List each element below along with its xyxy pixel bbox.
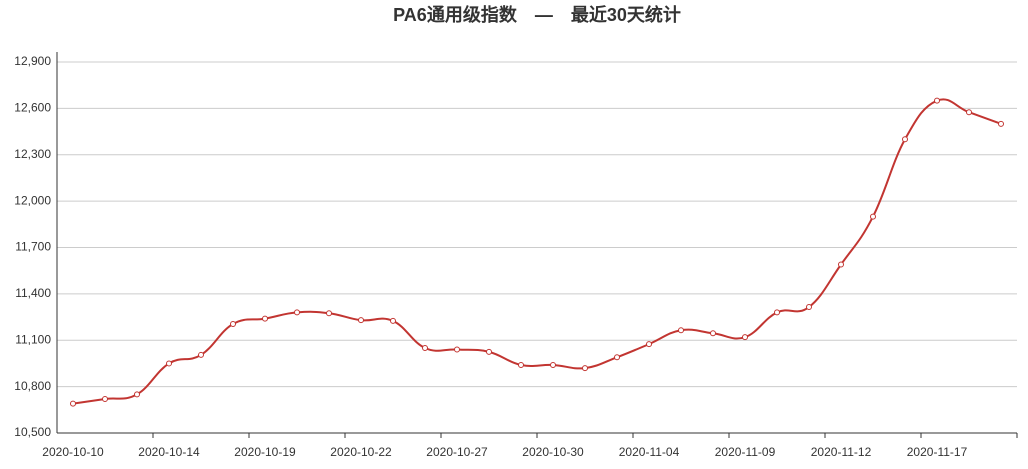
point (934, 97, 940, 104)
point (134, 391, 140, 398)
chart-title: PA6通用级指数 — 最近30天统计 (393, 4, 681, 25)
x-tick-label: 2020-10-30 (522, 445, 584, 459)
point (998, 120, 1004, 127)
x-tick-label: 2020-11-17 (907, 445, 968, 459)
point (806, 304, 812, 311)
point (166, 360, 172, 367)
point (774, 309, 780, 316)
point (454, 346, 460, 353)
y-tick-label: 10,500 (14, 425, 51, 439)
point (646, 341, 652, 348)
y-tick-label: 10,800 (14, 379, 51, 393)
point (230, 321, 236, 328)
point (614, 354, 620, 361)
y-tick-label: 11,400 (15, 286, 51, 300)
point (486, 348, 492, 355)
y-tick-label: 11,100 (15, 332, 51, 346)
point (742, 334, 748, 341)
point (294, 309, 300, 316)
point (582, 365, 588, 372)
point (358, 317, 364, 324)
point (838, 261, 844, 268)
point (966, 109, 972, 116)
y-tick-label: 12,300 (14, 147, 51, 161)
x-tick-label: 2020-10-10 (42, 445, 104, 459)
point (326, 310, 332, 317)
point (710, 330, 716, 337)
x-tick-label: 2020-10-19 (234, 445, 296, 459)
point (198, 351, 204, 358)
point (70, 400, 76, 407)
x-tick-label: 2020-10-27 (426, 445, 488, 459)
x-tick-label: 2020-10-14 (138, 445, 200, 459)
y-tick-label: 12,000 (14, 193, 51, 207)
x-tick-label: 2020-11-04 (619, 445, 680, 459)
point (262, 315, 268, 322)
line (72, 98, 1002, 405)
y-tick-label: 12,900 (14, 54, 51, 68)
x-tick-label: 2020-11-12 (811, 445, 872, 459)
point (422, 344, 428, 351)
x-tick-label: 2020-11-09 (715, 445, 776, 459)
point (870, 213, 876, 220)
y-tick-label: 11,700 (15, 240, 51, 254)
point (390, 317, 396, 324)
point (902, 136, 908, 143)
point (550, 361, 556, 368)
point (678, 327, 684, 334)
point (518, 361, 524, 368)
y-tick-label: 12,600 (14, 101, 51, 115)
point (102, 395, 108, 402)
x-tick-label: 2020-10-22 (330, 445, 392, 459)
